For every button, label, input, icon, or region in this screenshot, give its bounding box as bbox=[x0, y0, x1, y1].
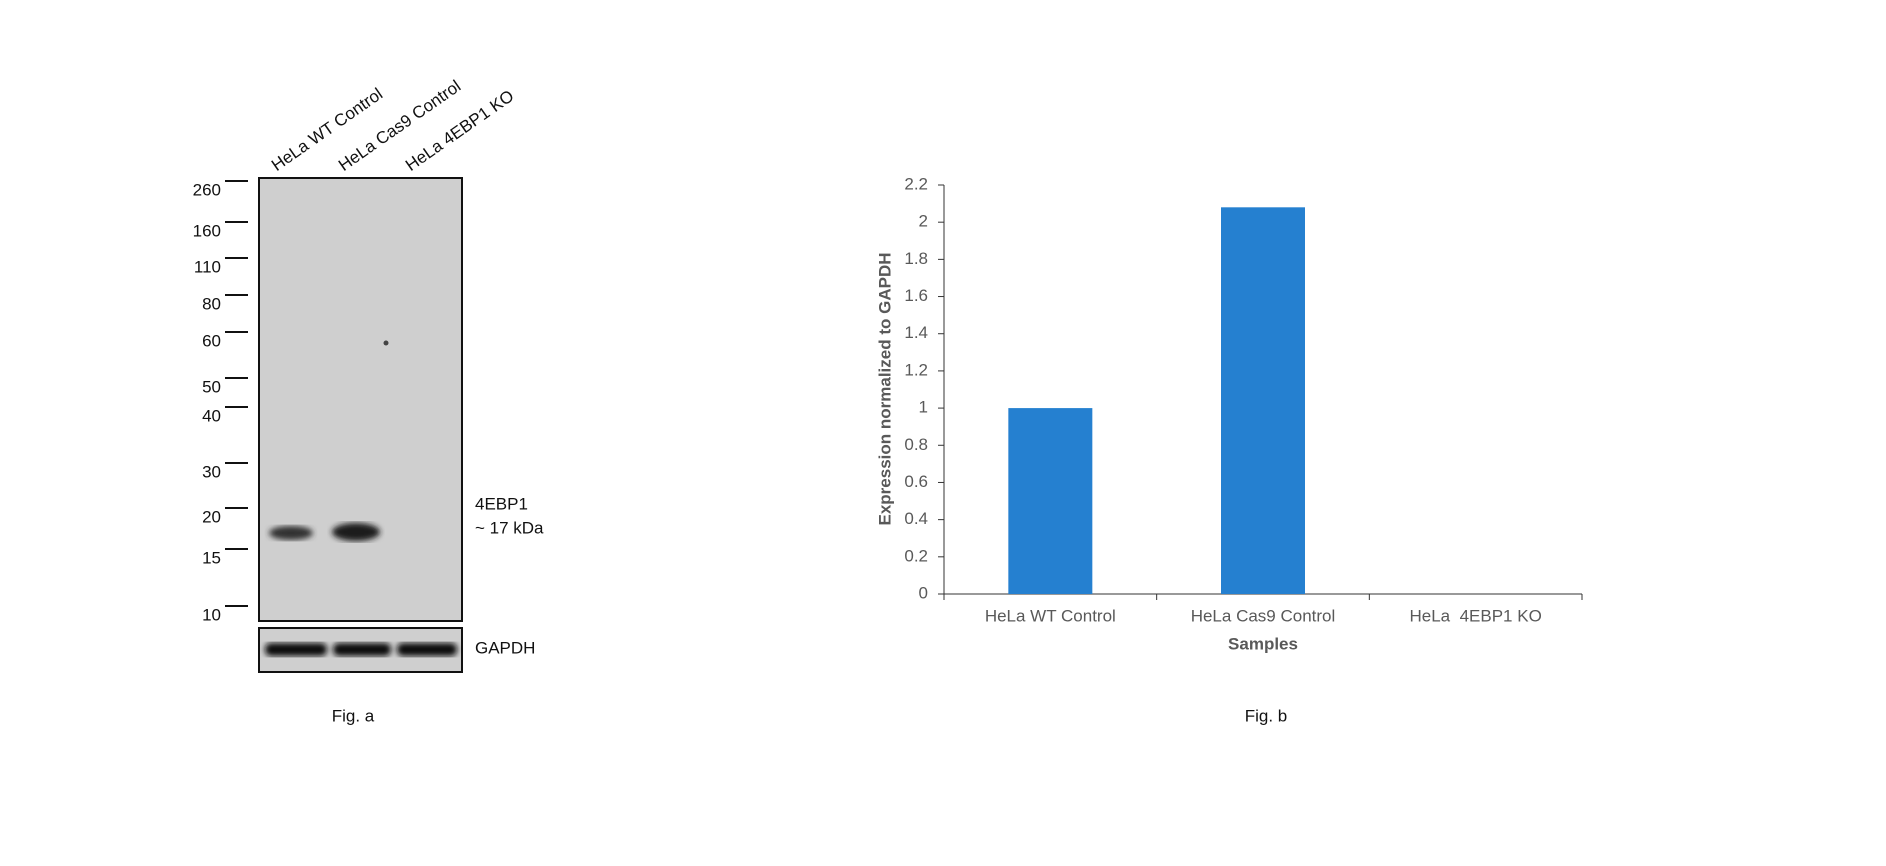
y-axis-label: Expression normalized to GAPDH bbox=[875, 253, 894, 526]
y-tick-label: 1.8 bbox=[904, 249, 928, 268]
y-tick-label: 0.8 bbox=[904, 435, 928, 454]
lane-label: HeLa WT Control bbox=[268, 84, 386, 175]
band-size: ~ 17 kDa bbox=[475, 518, 544, 537]
y-tick-label: 0.6 bbox=[904, 472, 928, 491]
bar bbox=[1008, 408, 1093, 594]
y-tick-label: 1.2 bbox=[904, 360, 928, 379]
y-tick-label: 2.2 bbox=[904, 174, 928, 193]
caption: Fig. b bbox=[1245, 706, 1288, 725]
marker-label: 80 bbox=[202, 294, 221, 313]
speck bbox=[383, 340, 389, 346]
x-tick-label: HeLa WT Control bbox=[985, 606, 1116, 625]
marker-label: 50 bbox=[202, 377, 221, 396]
loading-control: GAPDH bbox=[475, 638, 535, 657]
band bbox=[397, 643, 457, 656]
blot-panel bbox=[258, 177, 463, 622]
y-tick-label: 2 bbox=[919, 212, 928, 231]
band bbox=[269, 526, 313, 540]
y-tick-label: 1.4 bbox=[904, 323, 928, 342]
marker-label: 260 bbox=[193, 180, 221, 199]
bar bbox=[1221, 207, 1305, 595]
band bbox=[333, 643, 391, 656]
marker-label: 40 bbox=[202, 406, 221, 425]
band bbox=[332, 523, 380, 541]
marker-label: 20 bbox=[202, 507, 221, 526]
caption: Fig. a bbox=[332, 706, 375, 725]
y-tick-label: 1.6 bbox=[904, 286, 928, 305]
band bbox=[265, 643, 327, 656]
marker-label: 15 bbox=[202, 548, 221, 567]
y-tick-label: 0 bbox=[919, 583, 928, 602]
marker-label: 60 bbox=[202, 331, 221, 350]
marker-label: 10 bbox=[202, 605, 221, 624]
x-tick-label: HeLa Cas9 Control bbox=[1191, 606, 1336, 625]
marker-label: 30 bbox=[202, 462, 221, 481]
y-tick-label: 0.4 bbox=[904, 509, 928, 528]
lane-label: HeLa Cas9 Control bbox=[335, 76, 464, 174]
y-tick-label: 0.2 bbox=[904, 546, 928, 565]
x-tick-label: HeLa 4EBP1 KO bbox=[1410, 606, 1542, 625]
x-axis-label: Samples bbox=[1228, 634, 1298, 653]
marker-label: 110 bbox=[194, 257, 221, 276]
y-tick-label: 1 bbox=[919, 398, 928, 417]
marker-label: 160 bbox=[193, 221, 221, 240]
band-label: 4EBP1 bbox=[475, 494, 528, 513]
